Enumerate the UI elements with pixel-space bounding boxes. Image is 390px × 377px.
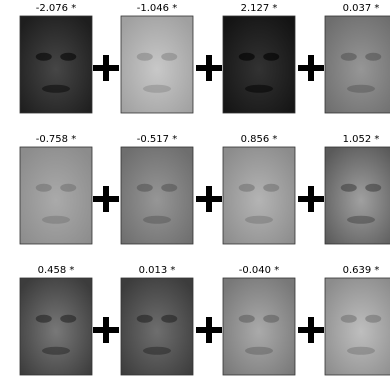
face-image <box>20 147 92 244</box>
face-mouth <box>347 216 375 224</box>
coefficient-label: -1.046 * <box>137 3 177 14</box>
face-eye <box>161 315 177 323</box>
plus-sign <box>206 186 212 212</box>
face-eye <box>239 53 255 61</box>
face-mouth <box>143 347 171 355</box>
face-eye <box>60 53 76 61</box>
face-eye <box>161 184 177 192</box>
face-eye <box>161 53 177 61</box>
plus-sign <box>103 317 109 343</box>
face-image <box>325 278 390 375</box>
coefficient-label: 0.856 * <box>241 134 278 145</box>
face-eye <box>137 53 153 61</box>
face-eye <box>365 315 381 323</box>
face-mouth <box>42 347 70 355</box>
face-eye <box>239 315 255 323</box>
face-eye <box>365 184 381 192</box>
plus-sign <box>308 317 314 343</box>
face-image <box>20 16 92 113</box>
face-eye <box>36 53 52 61</box>
face-eye <box>36 184 52 192</box>
face-eye <box>60 315 76 323</box>
face-mouth <box>245 347 273 355</box>
plus-sign <box>103 186 109 212</box>
face-mouth <box>347 85 375 93</box>
face-eye <box>263 53 279 61</box>
face-image <box>20 278 92 375</box>
face-image <box>325 16 390 113</box>
face-eye <box>341 184 357 192</box>
plus-sign <box>308 55 314 81</box>
coefficient-label: 2.127 * <box>241 3 278 14</box>
plus-sign <box>308 186 314 212</box>
face-mouth <box>143 85 171 93</box>
plus-sign <box>206 317 212 343</box>
face-eye <box>137 184 153 192</box>
coefficient-label: -2.076 * <box>36 3 76 14</box>
coefficient-label: -0.758 * <box>36 134 76 145</box>
face-mouth <box>245 85 273 93</box>
face-image <box>223 278 295 375</box>
face-mouth <box>143 216 171 224</box>
face-mouth <box>245 216 273 224</box>
face-mouth <box>42 85 70 93</box>
coefficient-label: 0.037 * <box>343 3 380 14</box>
face-eye <box>239 184 255 192</box>
coefficient-label: 0.013 * <box>139 265 176 276</box>
coefficient-label: 1.052 * <box>343 134 380 145</box>
coefficient-label: -0.040 * <box>239 265 279 276</box>
face-image <box>223 16 295 113</box>
face-eye <box>365 53 381 61</box>
face-image <box>121 147 193 244</box>
face-eye <box>36 315 52 323</box>
face-eye <box>341 315 357 323</box>
face-eye <box>263 315 279 323</box>
face-mouth <box>42 216 70 224</box>
coefficient-label: -0.517 * <box>137 134 177 145</box>
coefficient-label: 0.639 * <box>343 265 380 276</box>
face-image <box>121 278 193 375</box>
face-eye <box>341 53 357 61</box>
face-eye <box>60 184 76 192</box>
face-image <box>121 16 193 113</box>
coefficient-label: 0.458 * <box>38 265 75 276</box>
face-eye <box>137 315 153 323</box>
face-image <box>223 147 295 244</box>
face-eye <box>263 184 279 192</box>
eigenface-figure: -2.076 * -1.046 * 2.127 * 0.037 * -0.758 * -0… <box>0 0 390 377</box>
face-image <box>325 147 390 244</box>
plus-sign <box>103 55 109 81</box>
plus-sign <box>206 55 212 81</box>
face-mouth <box>347 347 375 355</box>
